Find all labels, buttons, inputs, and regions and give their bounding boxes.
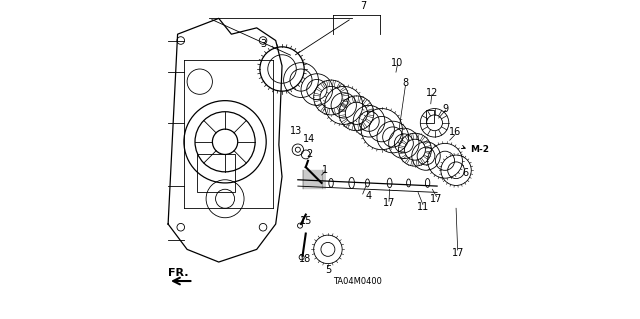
Text: 18: 18: [299, 254, 311, 264]
Text: 16: 16: [449, 127, 461, 137]
Text: 8: 8: [403, 78, 408, 88]
Text: 1: 1: [322, 165, 328, 175]
Text: 12: 12: [426, 88, 438, 98]
Text: 7: 7: [360, 1, 367, 11]
Text: 2: 2: [307, 149, 313, 160]
Text: 13: 13: [290, 126, 302, 136]
Text: 15: 15: [300, 216, 312, 226]
Text: M-2: M-2: [470, 145, 490, 154]
Text: 4: 4: [366, 190, 372, 201]
Text: 10: 10: [392, 58, 404, 68]
Text: TA04M0400: TA04M0400: [333, 277, 383, 286]
Text: 3: 3: [260, 39, 266, 49]
Bar: [426, 110, 434, 123]
Text: 17: 17: [451, 248, 464, 257]
Text: 11: 11: [417, 202, 429, 212]
Text: 14: 14: [303, 134, 315, 144]
Text: 9: 9: [443, 104, 449, 114]
Text: 17: 17: [383, 198, 395, 209]
Text: FR.: FR.: [168, 268, 189, 278]
Text: 17: 17: [430, 194, 443, 204]
Text: 6: 6: [463, 168, 468, 178]
Bar: [196, 154, 234, 192]
Text: 5: 5: [325, 265, 332, 275]
